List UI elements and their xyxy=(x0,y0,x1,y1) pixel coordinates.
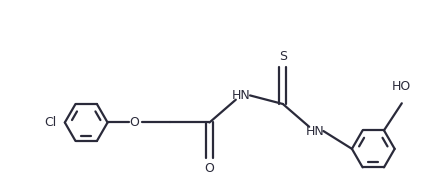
Text: O: O xyxy=(204,162,215,175)
Text: HN: HN xyxy=(232,89,251,102)
Text: Cl: Cl xyxy=(44,116,56,129)
Text: O: O xyxy=(130,116,140,129)
Text: HO: HO xyxy=(392,80,412,92)
Text: S: S xyxy=(279,50,287,63)
Text: HN: HN xyxy=(306,124,324,138)
